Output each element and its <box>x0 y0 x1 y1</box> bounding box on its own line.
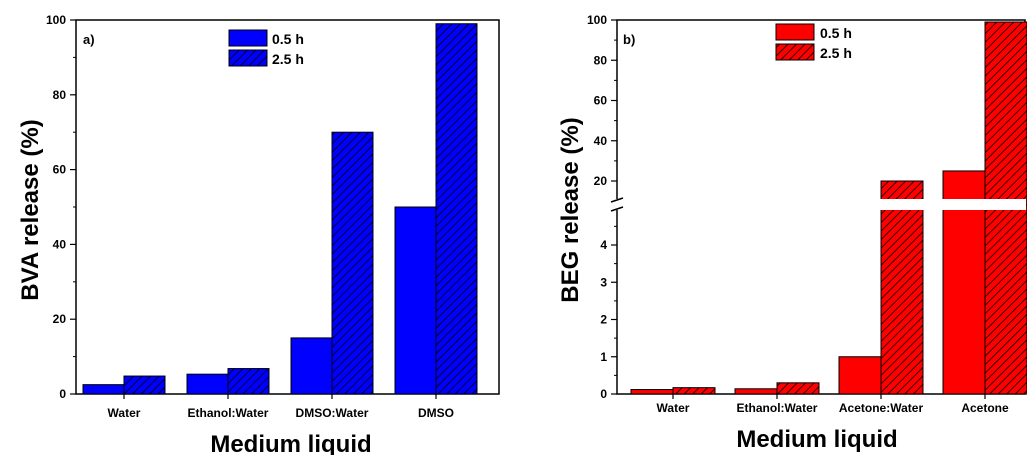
y-tick-label-b-lower-2: 2 <box>600 313 607 327</box>
bar-a-s1-c3 <box>435 23 478 395</box>
y-tick-label-b-lower-4: 4 <box>600 238 607 252</box>
bar-a-s1-c0 <box>123 375 166 395</box>
y-tick-label-b-upper-2: 60 <box>594 94 608 108</box>
x-axis-title-b: Medium liquid <box>736 426 897 453</box>
chart-panel-a: 0 20 40 60 80 100 Water Ethanol:Water DMSO:Wate… <box>17 13 500 455</box>
y-tick-label-a-5: 100 <box>46 13 66 27</box>
y-tick-label-b-lower-3: 3 <box>600 275 607 289</box>
x-tick-label-a-1: Ethanol:Water <box>188 406 269 420</box>
y-axis-title-a: BVA release (%) <box>17 119 44 300</box>
x-tick-label-b-0: Water <box>657 401 690 415</box>
legend-label-b-0: 0.5 h <box>820 25 852 41</box>
bar-b-s1-c0 <box>672 387 716 395</box>
bar-b-s0-c0 <box>630 389 674 395</box>
y-axis-title-b: BEG release (%) <box>557 117 584 302</box>
y-tick-label-a-4: 80 <box>53 88 67 102</box>
y-tick-label-a-0: 0 <box>59 387 66 401</box>
bar-a-s0-c1 <box>186 373 229 395</box>
x-tick-label-b-2: Acetone:Water <box>839 401 924 415</box>
bar-a-s0-c2 <box>290 337 333 395</box>
bar-a-s1-c2 <box>331 131 374 395</box>
bars-a <box>82 23 478 395</box>
x-tick-label-b-3: Acetone <box>961 401 1009 415</box>
x-ticks-a: Water Ethanol:Water DMSO:Water DMSO <box>108 394 454 420</box>
x-tick-label-b-1: Ethanol:Water <box>737 401 818 415</box>
legend-b: 0.5 h 2.5 h <box>775 23 852 61</box>
y-tick-label-b-upper-1: 40 <box>594 134 608 148</box>
panel-label-b: b) <box>623 32 635 47</box>
bar-a-s0-c0 <box>82 384 125 395</box>
x-tick-label-a-2: DMSO:Water <box>296 406 369 420</box>
axis-break-gap <box>612 199 1026 210</box>
x-tick-label-a-0: Water <box>108 406 141 420</box>
y-ticks-a: 0 20 40 60 80 100 <box>46 13 76 401</box>
bar-a-s1-c1 <box>227 368 270 395</box>
x-tick-label-a-3: DMSO <box>418 406 454 420</box>
x-ticks-b: Water Ethanol:Water Acetone:Water Acetone <box>657 394 1009 415</box>
y-tick-label-a-1: 20 <box>53 312 67 326</box>
chart-panel-b: 0 1 2 3 4 20 40 60 80 100 Water Ethanol:Water Aceto… <box>557 13 1027 453</box>
y-tick-label-b-upper-3: 80 <box>594 53 608 67</box>
legend-swatch-a-0 <box>228 29 268 47</box>
legend-swatch-b-0 <box>775 23 815 41</box>
bar-b-s1-c2 <box>880 180 924 395</box>
y-ticks-b: 0 1 2 3 4 20 40 60 80 100 <box>587 13 617 401</box>
y-tick-label-b-lower-1: 1 <box>600 350 607 364</box>
bar-b-s1-c1 <box>776 382 820 395</box>
legend-swatch-b-1 <box>775 43 815 61</box>
legend-label-b-1: 2.5 h <box>820 45 852 61</box>
y-tick-label-b-upper-4: 100 <box>587 13 607 27</box>
legend-swatch-a-1 <box>228 49 268 67</box>
y-tick-label-b-upper-0: 20 <box>594 174 608 188</box>
bar-a-s0-c3 <box>394 206 437 395</box>
panel-label-a: a) <box>83 32 95 47</box>
axis-break-marks <box>610 197 624 212</box>
bar-b-s0-c2 <box>838 356 882 395</box>
x-axis-title-a: Medium liquid <box>210 431 371 455</box>
legend-a: 0.5 h 2.5 h <box>228 29 304 67</box>
bar-b-s0-c1 <box>734 388 778 395</box>
y-tick-label-b-lower-0: 0 <box>600 387 607 401</box>
legend-label-a-1: 2.5 h <box>272 51 304 67</box>
y-tick-label-a-2: 40 <box>53 237 67 251</box>
legend-label-a-0: 0.5 h <box>272 31 304 47</box>
y-tick-label-a-3: 60 <box>53 163 67 177</box>
